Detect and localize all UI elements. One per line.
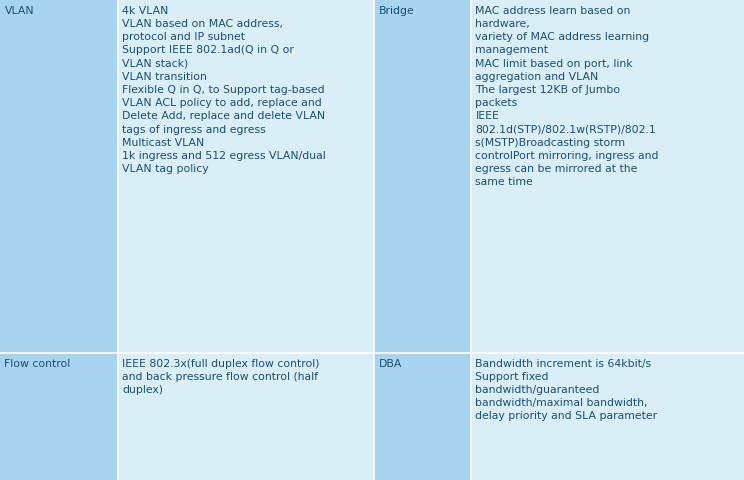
Bar (118, 353, 374, 480)
Text: 4k VLAN
VLAN based on MAC address,
protocol and IP subnet
Support IEEE 802.1ad(Q: 4k VLAN VLAN based on MAC address, proto… (122, 6, 326, 174)
Bar (0, 353, 118, 480)
Text: VLAN: VLAN (4, 6, 34, 16)
Bar (471, 0, 744, 353)
Text: Flow control: Flow control (4, 359, 71, 369)
Bar (0, 0, 118, 353)
Bar (471, 353, 744, 480)
Text: IEEE 802.3x(full duplex flow control)
and back pressure flow control (half
duple: IEEE 802.3x(full duplex flow control) an… (122, 359, 319, 395)
Bar (374, 353, 471, 480)
Bar (374, 0, 471, 353)
Text: DBA: DBA (379, 359, 402, 369)
Bar (118, 0, 374, 353)
Text: Bridge: Bridge (379, 6, 414, 16)
Text: Bandwidth increment is 64kbit/s
Support fixed
bandwidth/guaranteed
bandwidth/max: Bandwidth increment is 64kbit/s Support … (475, 359, 658, 421)
Text: MAC address learn based on
hardware,
variety of MAC address learning
management
: MAC address learn based on hardware, var… (475, 6, 659, 187)
